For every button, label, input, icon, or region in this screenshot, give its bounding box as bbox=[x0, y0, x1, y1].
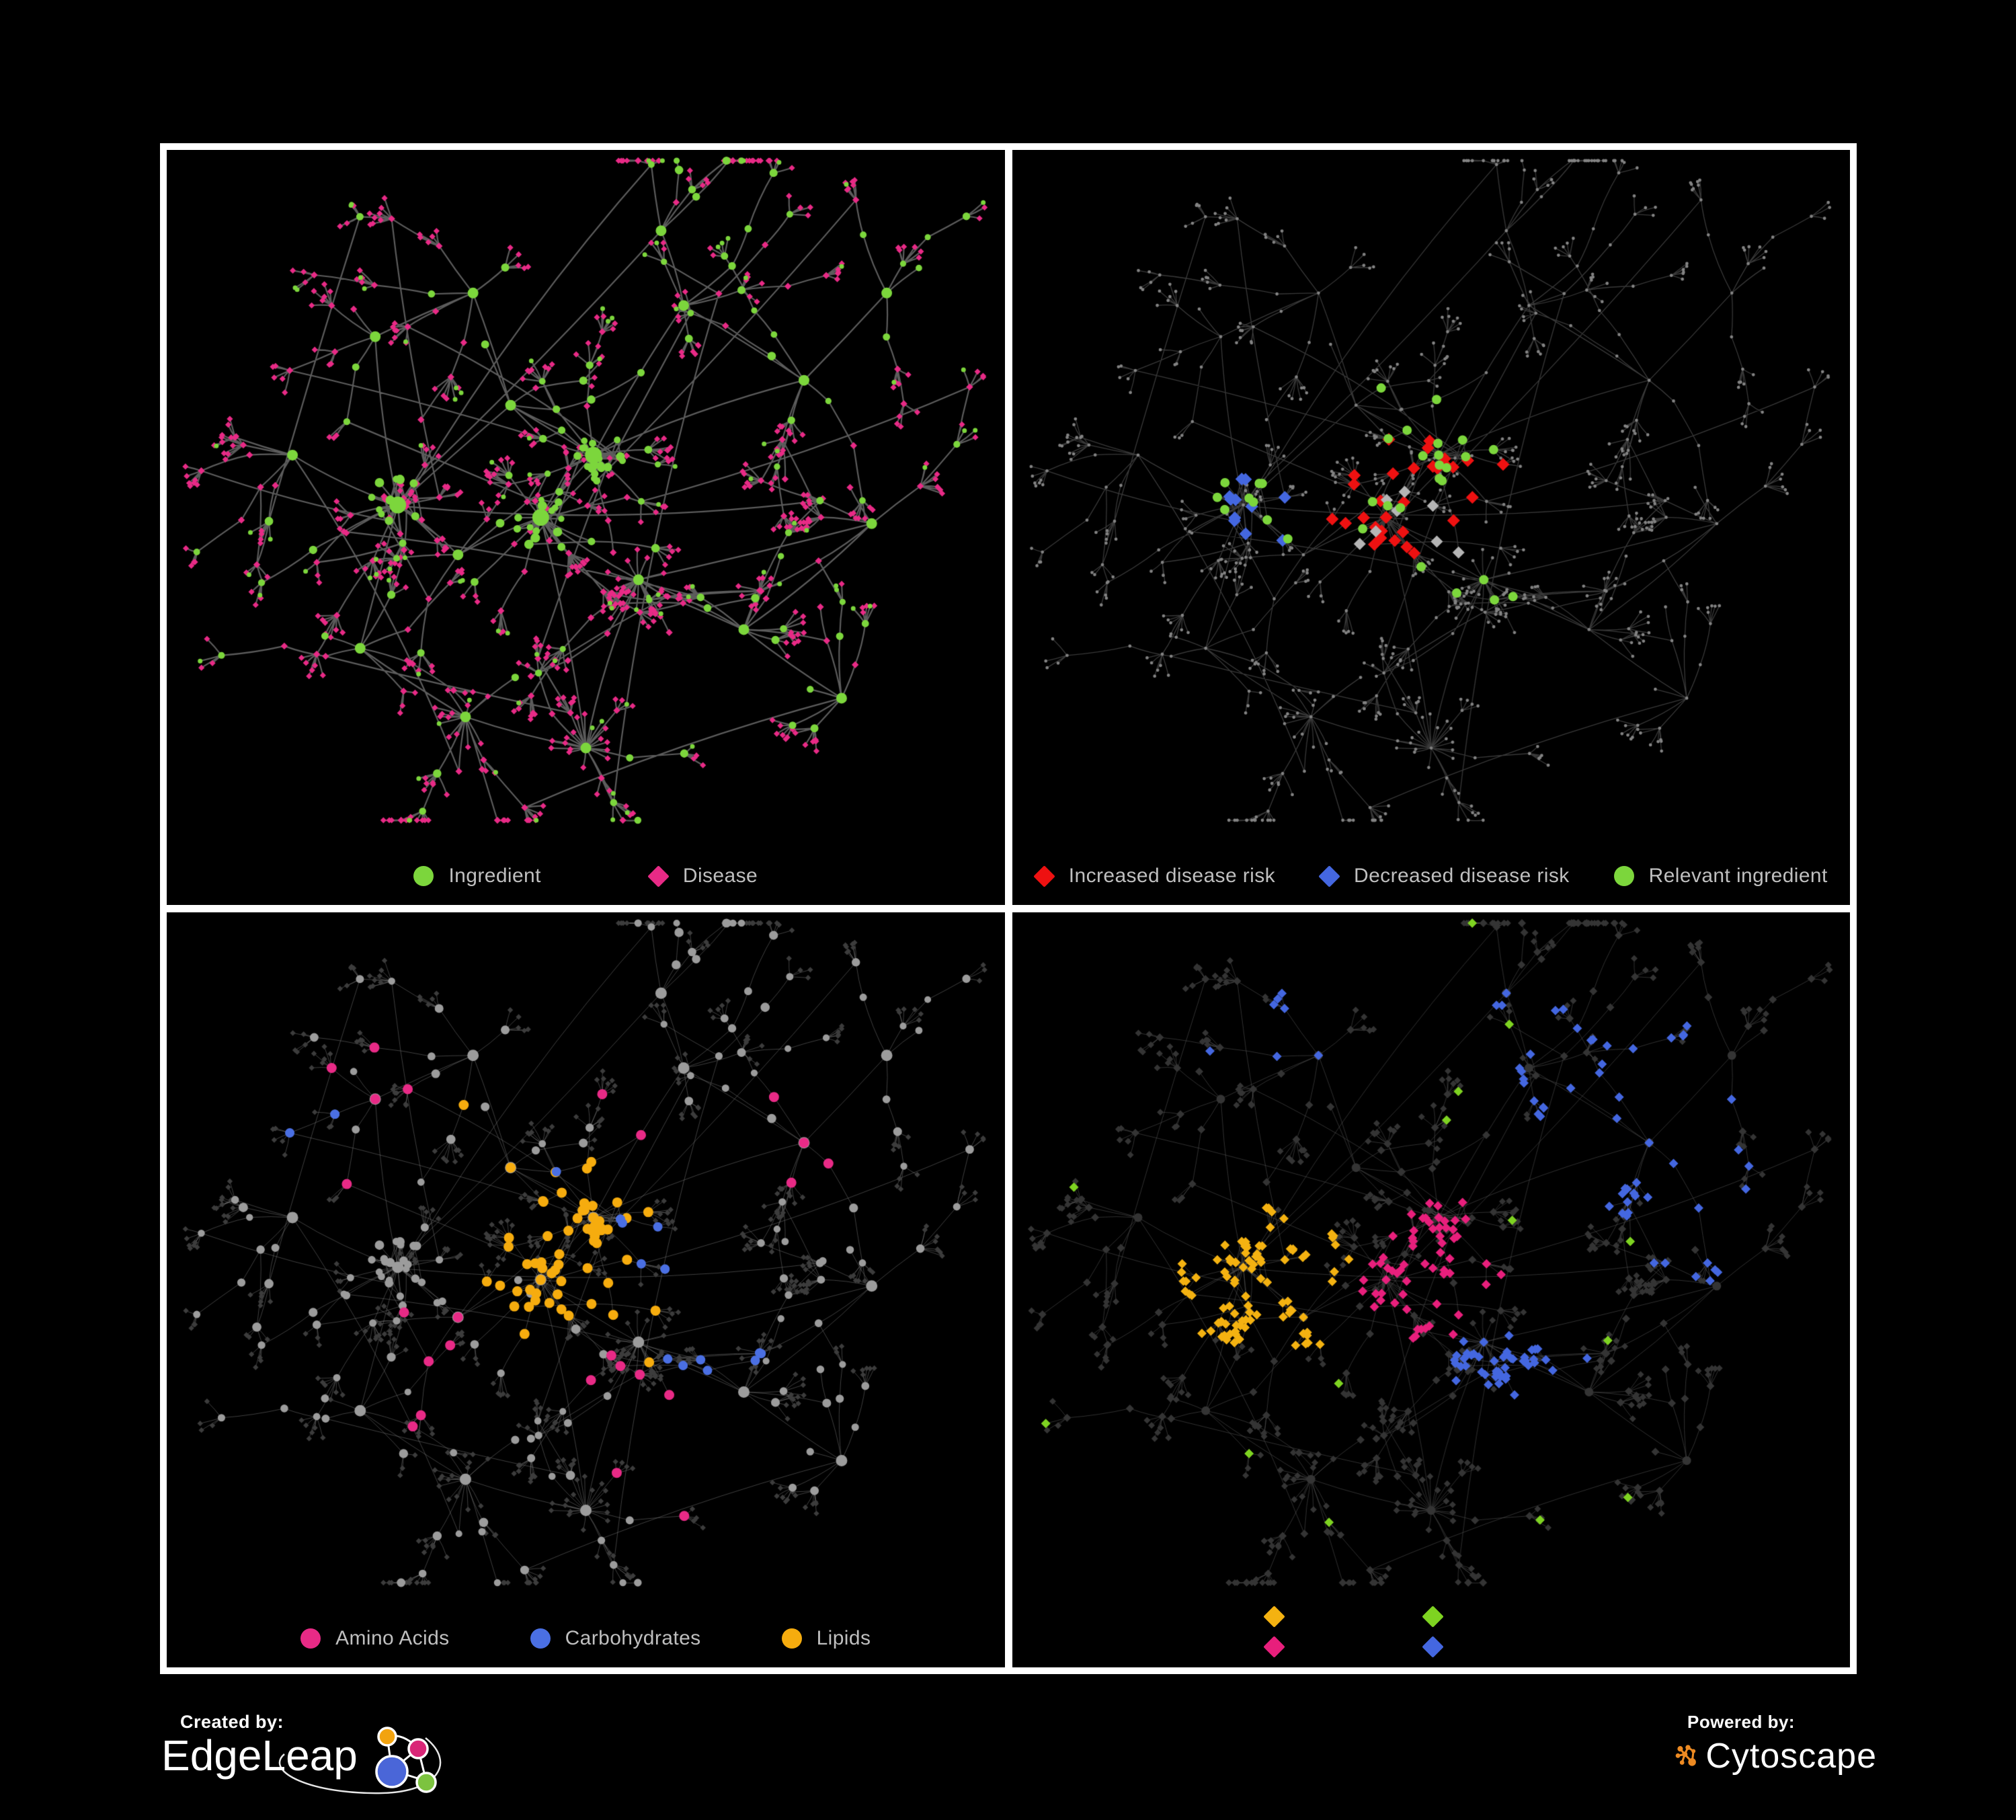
legend-item-mental-disorders: Mental Disorders bbox=[1263, 1606, 1366, 1628]
edgeleap-logo-text: EdgeLeap bbox=[161, 1731, 358, 1780]
nutritional-diseases-swatch-icon bbox=[1422, 1636, 1444, 1658]
legend-item-carbohydrates: Carbohydrates bbox=[530, 1627, 701, 1650]
network-canvas-disease-risk bbox=[1012, 150, 1850, 905]
disease-swatch-icon bbox=[647, 865, 670, 887]
legend-disease-classes: Mental Disorders Immune System Diseases … bbox=[1012, 1606, 1851, 1658]
legend-item-decreased-risk: Decreased disease risk bbox=[1318, 865, 1570, 887]
legend-label: Ingredient bbox=[448, 865, 541, 887]
legend-item-amino-acids: Amino Acids bbox=[300, 1627, 449, 1650]
panel-grid: Ingredient Disease Increased disease ris… bbox=[160, 143, 1857, 1674]
cytoscape-logo-icon bbox=[1675, 1745, 1696, 1766]
legend-item-relevant-ingredient: Relevant ingredient bbox=[1613, 865, 1828, 887]
edgeleap-brand-row: EdgeLeap bbox=[161, 1727, 578, 1797]
network-canvas-nutrient-classes bbox=[167, 912, 1005, 1667]
legend-disease-risk: Increased disease risk Decreased disease… bbox=[1012, 865, 1851, 887]
legend-label: Nutritional & Metabolic Diseases bbox=[1443, 1640, 1598, 1653]
relevant-ingredient-swatch-icon bbox=[1613, 866, 1634, 886]
legend-label: Cancers bbox=[1284, 1640, 1324, 1653]
panel-nutrient-classes: Amino Acids Carbohydrates Lipids bbox=[167, 912, 1005, 1667]
legend-label: Mental Disorders bbox=[1284, 1610, 1366, 1622]
cytoscape-brand-row: Cytoscape bbox=[1675, 1735, 1877, 1777]
immune-diseases-swatch-icon bbox=[1422, 1606, 1444, 1628]
mental-disorders-swatch-icon bbox=[1263, 1606, 1285, 1628]
decreased-risk-swatch-icon bbox=[1318, 865, 1340, 887]
legend-label: Relevant ingredient bbox=[1648, 865, 1828, 887]
cancers-swatch-icon bbox=[1263, 1636, 1285, 1658]
legend-label: Lipids bbox=[816, 1627, 871, 1649]
created-by-label: Created by: bbox=[180, 1712, 284, 1732]
cytoscape-logo-text: Cytoscape bbox=[1705, 1737, 1877, 1776]
panel-ingredient-disease: Ingredient Disease bbox=[167, 150, 1005, 905]
legend-label: Disease bbox=[682, 865, 758, 887]
legend-label: Immune System Diseases bbox=[1443, 1610, 1568, 1622]
network-canvas-ingredient-disease bbox=[167, 150, 1005, 905]
panel-disease-classes: Mental Disorders Immune System Diseases … bbox=[1012, 912, 1851, 1667]
edgeleap-logo-icon bbox=[278, 1727, 441, 1794]
increased-risk-swatch-icon bbox=[1033, 865, 1055, 887]
legend-item-cancers: Cancers bbox=[1263, 1636, 1365, 1658]
carbohydrates-swatch-icon bbox=[530, 1628, 551, 1649]
legend-ingredient-disease: Ingredient Disease bbox=[167, 865, 1005, 887]
legend-label: Increased disease risk bbox=[1068, 865, 1276, 887]
network-canvas-disease-classes bbox=[1012, 912, 1850, 1667]
legend-item-disease: Disease bbox=[647, 865, 758, 887]
ingredient-swatch-icon bbox=[413, 866, 434, 886]
legend-label: Carbohydrates bbox=[565, 1627, 701, 1649]
edgeleap-credit: Created by: EdgeLeap bbox=[161, 1712, 578, 1819]
panel-disease-risk: Increased disease risk Decreased disease… bbox=[1012, 150, 1851, 905]
legend-item-increased-risk: Increased disease risk bbox=[1033, 865, 1276, 887]
lipids-swatch-icon bbox=[781, 1628, 802, 1649]
legend-item-ingredient: Ingredient bbox=[413, 865, 540, 887]
powered-by-label: Powered by: bbox=[1687, 1712, 1796, 1732]
legend-label: Decreased disease risk bbox=[1354, 865, 1570, 887]
legend-nutrient-classes: Amino Acids Carbohydrates Lipids bbox=[167, 1627, 1005, 1650]
legend-item-nutritional-diseases: Nutritional & Metabolic Diseases bbox=[1422, 1636, 1598, 1658]
legend-label: Amino Acids bbox=[335, 1627, 450, 1649]
legend-item-lipids: Lipids bbox=[781, 1627, 871, 1650]
legend-item-immune-diseases: Immune System Diseases bbox=[1422, 1606, 1597, 1628]
amino-acids-swatch-icon bbox=[300, 1628, 321, 1649]
cytoscape-credit: Powered by: Cytoscape bbox=[1675, 1712, 1877, 1819]
